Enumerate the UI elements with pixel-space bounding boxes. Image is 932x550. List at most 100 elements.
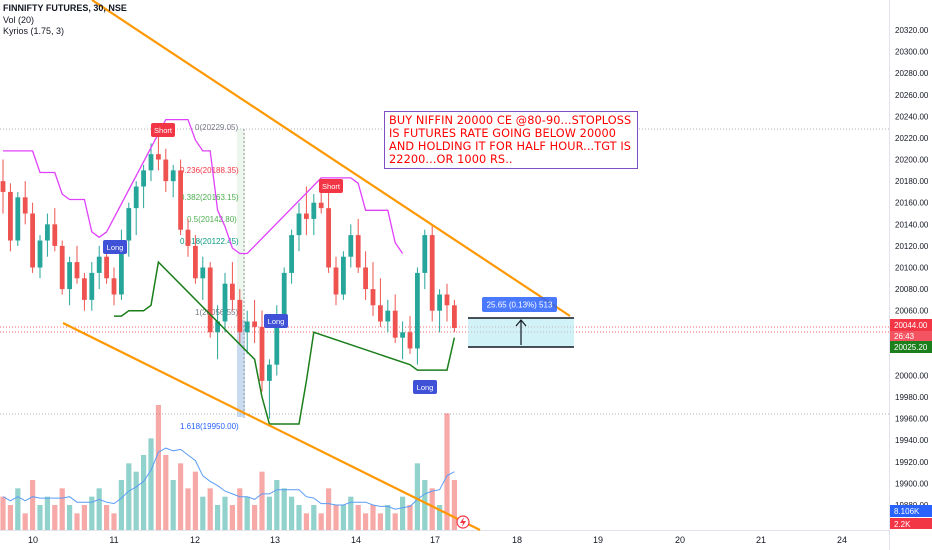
candle-body bbox=[200, 267, 206, 279]
volume-bar bbox=[200, 496, 206, 530]
time-tick-label: 20 bbox=[675, 535, 685, 545]
price-tick-label: 19960.00 bbox=[895, 415, 929, 424]
volume-bar bbox=[363, 513, 369, 530]
candle-body bbox=[22, 197, 28, 214]
volume-bar bbox=[318, 513, 324, 530]
candle-body bbox=[378, 305, 383, 322]
volume-bar bbox=[296, 505, 302, 530]
signal-short-2[interactable]: Short bbox=[319, 179, 343, 193]
signal-long-1[interactable]: Long bbox=[103, 240, 127, 254]
candle-body bbox=[193, 245, 198, 279]
signal-short-1[interactable]: Short bbox=[151, 123, 175, 137]
price-tick-label: 20180.00 bbox=[895, 177, 929, 186]
price-tick-label: 20240.00 bbox=[895, 112, 929, 121]
price-tick-label: 20200.00 bbox=[895, 156, 929, 165]
price-tick-label: 20220.00 bbox=[895, 134, 929, 143]
volume-bar bbox=[437, 505, 443, 530]
current-price-badge bbox=[890, 319, 932, 331]
upper-trendline[interactable] bbox=[91, 0, 571, 317]
trade-note[interactable]: BUY NIFFIN 20000 CE @80-90...STOPLOSS IS… bbox=[384, 111, 638, 169]
volume-bar bbox=[244, 496, 250, 530]
time-tick-label: 12 bbox=[190, 535, 200, 545]
price-tick-label: 19900.00 bbox=[895, 479, 929, 488]
volume-bar bbox=[266, 496, 272, 530]
volume-bar bbox=[89, 496, 95, 530]
candle-body bbox=[148, 154, 154, 171]
lightning-icon[interactable] bbox=[456, 515, 470, 529]
time-tick-label: 13 bbox=[270, 535, 280, 545]
volume-bar bbox=[422, 480, 428, 530]
price-tick-label: 20140.00 bbox=[895, 220, 929, 229]
candle-body bbox=[422, 235, 428, 273]
candle-body bbox=[429, 235, 435, 311]
lower-trendline[interactable] bbox=[62, 322, 481, 531]
volume-bar bbox=[385, 505, 391, 530]
candle-body bbox=[141, 170, 146, 187]
price-tick-label: 20260.00 bbox=[895, 91, 929, 100]
candle-body bbox=[163, 159, 169, 182]
kyrios-bear-line bbox=[3, 118, 404, 255]
signal-long-1-label: Long bbox=[107, 243, 124, 252]
candle-body bbox=[45, 224, 50, 241]
signal-long-3[interactable]: Long bbox=[413, 380, 437, 394]
symbol-title: FINNIFTY FUTURES, 30, NSE bbox=[3, 3, 127, 13]
volume-bar bbox=[141, 455, 147, 530]
fib-label-1: 1(20056.55) bbox=[195, 308, 238, 317]
candle-body bbox=[0, 181, 6, 192]
candle-body bbox=[30, 213, 35, 268]
candle-body bbox=[452, 305, 457, 328]
candle-body bbox=[437, 294, 442, 311]
candle-body bbox=[222, 283, 228, 322]
candle-body bbox=[385, 310, 391, 322]
candle-body bbox=[244, 321, 250, 333]
fib-label-5: 0.5(20142.80) bbox=[187, 215, 237, 224]
volume-bar bbox=[281, 488, 287, 530]
time-tick-label: 14 bbox=[351, 535, 361, 545]
volume-bar bbox=[355, 505, 361, 530]
candle-body bbox=[178, 170, 183, 230]
candle-body bbox=[296, 213, 302, 236]
candle-body bbox=[104, 256, 109, 279]
measure-arrow-head bbox=[515, 319, 527, 327]
candle-body bbox=[400, 332, 405, 338]
volume-bar bbox=[0, 496, 6, 530]
volume-bar bbox=[22, 513, 28, 530]
volume-bar bbox=[59, 488, 65, 530]
signal-short-2-label: Short bbox=[322, 182, 341, 191]
candle-body bbox=[259, 326, 265, 381]
candle-body bbox=[156, 154, 161, 160]
price-tick-label: 20320.00 bbox=[895, 26, 929, 35]
signal-long-2[interactable]: Long bbox=[264, 314, 288, 328]
candle-body bbox=[67, 262, 72, 290]
volume-bar bbox=[111, 513, 117, 530]
price-tick-label: 20060.00 bbox=[895, 307, 929, 316]
volume-bar bbox=[400, 496, 406, 530]
volume-bar bbox=[377, 513, 383, 530]
volume-bar bbox=[392, 513, 398, 530]
candle-body bbox=[318, 202, 324, 209]
volume-bar bbox=[81, 505, 87, 530]
volume-bar bbox=[133, 471, 139, 530]
signal-short-1-label: Short bbox=[154, 126, 173, 135]
volume-bar bbox=[37, 505, 43, 530]
price-tick-label: 20000.00 bbox=[895, 371, 929, 380]
time-tick-label: 11 bbox=[109, 535, 118, 545]
candle-body bbox=[326, 208, 331, 268]
volume-bar bbox=[104, 505, 110, 530]
vol-badge-label: 2.2K bbox=[894, 520, 911, 529]
countdown-label: 26:43 bbox=[894, 332, 915, 341]
fib-ext-band bbox=[237, 320, 245, 417]
price-tick-label: 19980.00 bbox=[895, 393, 929, 402]
current-price-label: 20044.00 bbox=[894, 321, 928, 330]
vol-ma-label: 8.106K bbox=[894, 507, 920, 516]
volume-bar bbox=[44, 496, 50, 530]
candle-body bbox=[111, 278, 117, 295]
candle-body bbox=[252, 321, 257, 327]
kyrios-bull-line bbox=[114, 260, 456, 425]
candle-body bbox=[348, 235, 354, 257]
price-axis[interactable]: 20320.00 20300.00 20280.00 20260.00 20240.00… bbox=[895, 26, 929, 510]
time-axis[interactable]: 10 11 12 13 14 17 18 19 20 21 24 bbox=[28, 535, 847, 545]
candle-body bbox=[133, 186, 139, 209]
price-tick-label: 20280.00 bbox=[895, 69, 929, 78]
